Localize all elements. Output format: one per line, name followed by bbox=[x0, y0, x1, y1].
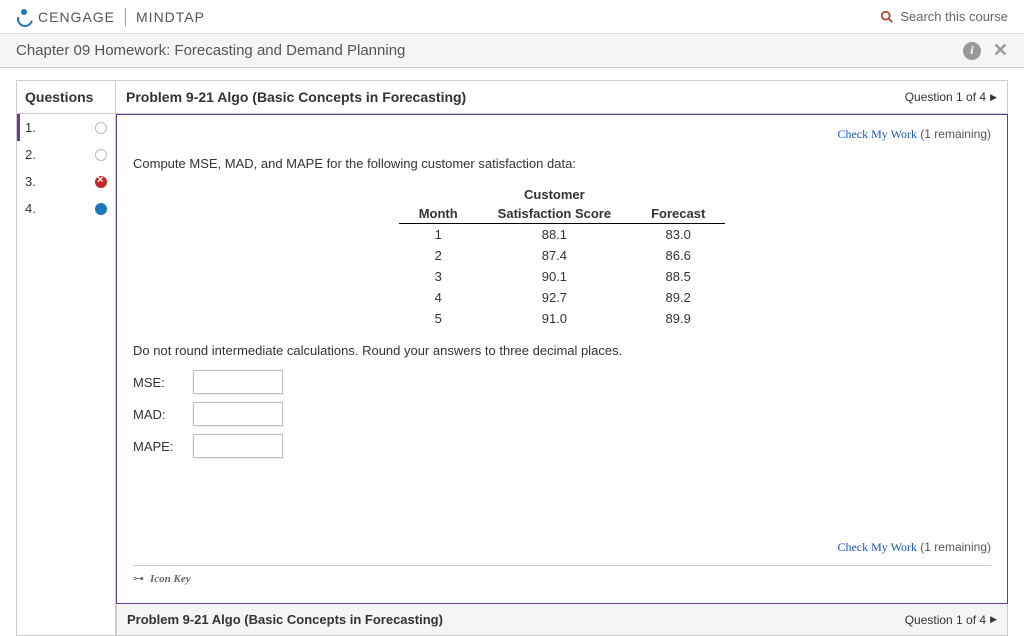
table-cell: 3 bbox=[399, 266, 478, 287]
cengage-logo-icon bbox=[16, 9, 32, 25]
key-icon: ⊶ bbox=[133, 572, 144, 585]
question-status-icon bbox=[95, 149, 107, 161]
table-row: 492.789.2 bbox=[399, 287, 726, 308]
table-cell: 83.0 bbox=[631, 224, 725, 246]
question-nav-text: Question 1 of 4 bbox=[905, 90, 986, 104]
top-header: CENGAGE MINDTAP Search this course bbox=[0, 0, 1024, 34]
chapter-bar: Chapter 09 Homework: Forecasting and Dem… bbox=[0, 34, 1024, 68]
table-row: 390.188.5 bbox=[399, 266, 726, 287]
table-row: 287.486.6 bbox=[399, 245, 726, 266]
question-item[interactable]: 3. bbox=[17, 168, 115, 195]
answer-row: MAD: bbox=[133, 402, 991, 426]
problem-prompt: Compute MSE, MAD, and MAPE for the follo… bbox=[133, 156, 991, 171]
question-number: 3. bbox=[25, 174, 95, 189]
instructions: Do not round intermediate calculations. … bbox=[133, 343, 991, 358]
table-cell: 87.4 bbox=[478, 245, 631, 266]
question-nav-top: Question 1 of 4 ▶ bbox=[905, 90, 997, 104]
check-my-work-link-bottom[interactable]: Check My Work bbox=[837, 540, 916, 554]
problem-header: Problem 9-21 Algo (Basic Concepts in For… bbox=[116, 80, 1008, 114]
table-col-score-bottom: Satisfaction Score bbox=[478, 204, 631, 224]
question-nav-bottom: Question 1 of 4 ▶ bbox=[905, 613, 997, 627]
table-cell: 1 bbox=[399, 224, 478, 246]
question-item[interactable]: 4. bbox=[17, 195, 115, 222]
table-cell: 86.6 bbox=[631, 245, 725, 266]
table-cell: 89.9 bbox=[631, 308, 725, 329]
problem-title: Problem 9-21 Algo (Basic Concepts in For… bbox=[126, 89, 466, 105]
answer-input[interactable] bbox=[193, 402, 283, 426]
table-cell: 88.1 bbox=[478, 224, 631, 246]
table-cell: 91.0 bbox=[478, 308, 631, 329]
problem-body: Check My Work (1 remaining) Compute MSE,… bbox=[116, 114, 1008, 604]
answer-label: MAPE: bbox=[133, 439, 193, 454]
table-col-forecast: Forecast bbox=[631, 204, 725, 224]
question-status-icon bbox=[95, 176, 107, 188]
check-my-work-bottom: Check My Work (1 remaining) bbox=[133, 540, 991, 555]
content-column: Problem 9-21 Algo (Basic Concepts in For… bbox=[116, 80, 1008, 636]
check-remaining-text: (1 remaining) bbox=[920, 127, 991, 141]
brand-mindtap-text: MINDTAP bbox=[136, 9, 205, 25]
table-row: 591.089.9 bbox=[399, 308, 726, 329]
question-number: 4. bbox=[25, 201, 95, 216]
table-col-score-top: Customer bbox=[478, 185, 631, 204]
answer-row: MAPE: bbox=[133, 434, 991, 458]
question-number: 1. bbox=[25, 120, 95, 135]
check-my-work-link[interactable]: Check My Work bbox=[837, 127, 916, 141]
table-cell: 2 bbox=[399, 245, 478, 266]
problem-footer: Problem 9-21 Algo (Basic Concepts in For… bbox=[116, 604, 1008, 636]
next-question-arrow-icon[interactable]: ▶ bbox=[990, 92, 997, 103]
main-content: Questions 1. 2. 3. 4. Problem 9-21 Algo (Ba… bbox=[0, 68, 1024, 636]
icon-key-bar[interactable]: ⊶ Icon Key bbox=[133, 565, 991, 591]
question-item[interactable]: 2. bbox=[17, 141, 115, 168]
answer-input[interactable] bbox=[193, 434, 283, 458]
chapter-title: Chapter 09 Homework: Forecasting and Dem… bbox=[16, 42, 405, 59]
info-icon: i bbox=[963, 42, 981, 60]
question-number: 2. bbox=[25, 147, 95, 162]
problem-title-footer: Problem 9-21 Algo (Basic Concepts in For… bbox=[127, 612, 443, 627]
table-cell: 92.7 bbox=[478, 287, 631, 308]
question-nav-text-bottom: Question 1 of 4 bbox=[905, 613, 986, 627]
next-question-arrow-icon-bottom[interactable]: ▶ bbox=[990, 614, 997, 625]
search-placeholder-text: Search this course bbox=[900, 9, 1008, 24]
question-item[interactable]: 1. bbox=[17, 114, 115, 141]
table-cell: 90.1 bbox=[478, 266, 631, 287]
data-table: Customer Month Satisfaction Score Foreca… bbox=[399, 185, 726, 329]
answer-row: MSE: bbox=[133, 370, 991, 394]
icon-key-label: Icon Key bbox=[150, 573, 191, 585]
question-status-icon bbox=[95, 203, 107, 215]
questions-sidebar: Questions 1. 2. 3. 4. bbox=[16, 80, 116, 636]
check-remaining-text-bottom: (1 remaining) bbox=[920, 540, 991, 554]
brand-divider bbox=[125, 8, 126, 26]
answer-label: MSE: bbox=[133, 375, 193, 390]
table-cell: 89.2 bbox=[631, 287, 725, 308]
table-row: 188.183.0 bbox=[399, 224, 726, 246]
search-course[interactable]: Search this course bbox=[880, 9, 1008, 24]
questions-header: Questions bbox=[17, 81, 115, 114]
table-cell: 5 bbox=[399, 308, 478, 329]
info-button[interactable]: i bbox=[963, 41, 981, 60]
answer-input[interactable] bbox=[193, 370, 283, 394]
question-status-icon bbox=[95, 122, 107, 134]
answer-label: MAD: bbox=[133, 407, 193, 422]
table-col-month: Month bbox=[399, 204, 478, 224]
search-icon bbox=[880, 10, 894, 24]
table-cell: 4 bbox=[399, 287, 478, 308]
close-button[interactable]: ✕ bbox=[993, 40, 1008, 61]
brand-cengage-text: CENGAGE bbox=[38, 9, 115, 25]
check-my-work-top: Check My Work (1 remaining) bbox=[133, 127, 991, 142]
table-cell: 88.5 bbox=[631, 266, 725, 287]
brand-cengage: CENGAGE bbox=[16, 9, 115, 25]
